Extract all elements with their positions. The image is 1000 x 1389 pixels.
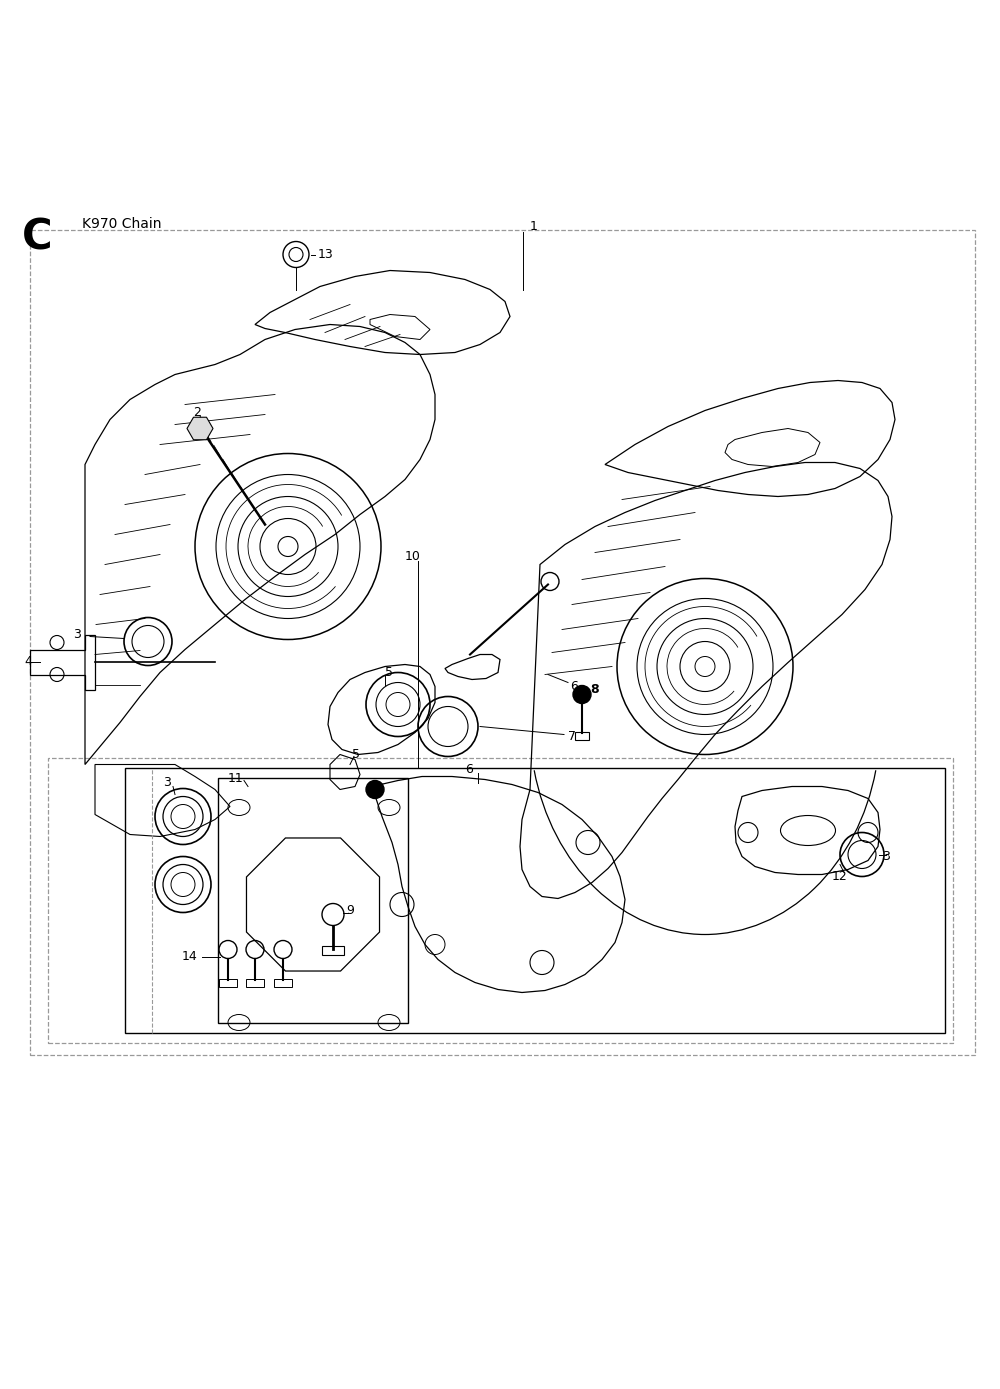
Polygon shape bbox=[187, 417, 213, 440]
Text: 11: 11 bbox=[228, 772, 244, 785]
Bar bbox=[219, 978, 237, 986]
Text: 6: 6 bbox=[570, 681, 578, 693]
Text: K970 Chain: K970 Chain bbox=[82, 217, 162, 231]
Circle shape bbox=[366, 781, 384, 799]
Text: 5: 5 bbox=[352, 749, 360, 761]
Text: 9: 9 bbox=[346, 904, 354, 917]
Text: 7: 7 bbox=[568, 731, 576, 743]
Bar bbox=[48, 757, 953, 1043]
Text: 6: 6 bbox=[465, 763, 473, 776]
Text: C: C bbox=[22, 217, 53, 258]
Text: 1: 1 bbox=[530, 219, 538, 233]
Text: 4: 4 bbox=[24, 656, 32, 668]
Text: 5: 5 bbox=[385, 665, 393, 679]
Bar bbox=[246, 978, 264, 986]
Text: 8: 8 bbox=[590, 683, 599, 696]
Text: 3: 3 bbox=[882, 850, 890, 863]
Circle shape bbox=[573, 686, 591, 703]
Bar bbox=[274, 978, 292, 986]
Bar bbox=[30, 229, 975, 1054]
Bar bbox=[575, 732, 589, 739]
Text: 10: 10 bbox=[405, 550, 421, 563]
Bar bbox=[322, 946, 344, 954]
Text: 2: 2 bbox=[193, 406, 201, 419]
Text: 3: 3 bbox=[73, 628, 81, 640]
Text: 12: 12 bbox=[832, 870, 848, 883]
Bar bbox=[218, 778, 408, 1022]
Text: 3: 3 bbox=[163, 776, 171, 789]
Text: 13: 13 bbox=[318, 249, 334, 261]
Text: 14: 14 bbox=[182, 950, 198, 963]
Bar bbox=[125, 768, 945, 1032]
